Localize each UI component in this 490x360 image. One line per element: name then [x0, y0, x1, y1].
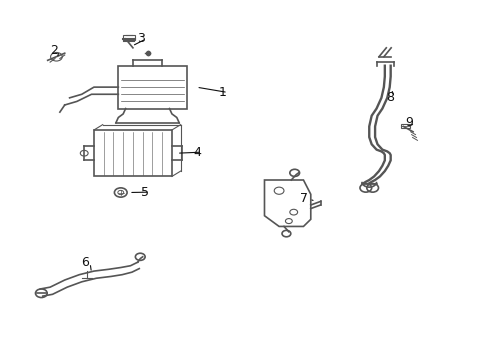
Text: 7: 7	[300, 193, 308, 206]
Text: 6: 6	[81, 256, 89, 269]
Text: 8: 8	[386, 91, 393, 104]
Text: 5: 5	[141, 186, 149, 199]
Text: 4: 4	[194, 146, 201, 159]
Bar	[122, 35, 135, 40]
Text: 3: 3	[137, 32, 145, 45]
Bar	[118, 66, 187, 109]
Text: 2: 2	[50, 44, 58, 57]
Text: 9: 9	[406, 116, 414, 129]
Bar	[401, 124, 410, 128]
Bar	[94, 130, 172, 176]
Text: 1: 1	[219, 86, 227, 99]
